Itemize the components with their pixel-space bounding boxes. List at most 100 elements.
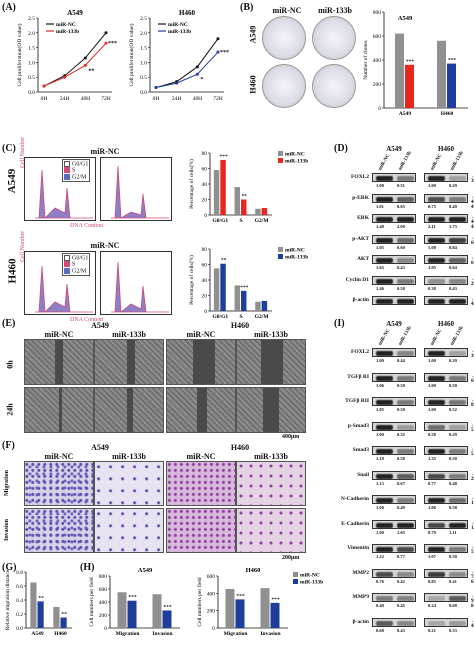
blot-kda-marker: ← 29kDa	[471, 471, 474, 482]
data-point	[63, 75, 67, 79]
legend-swatch	[64, 261, 70, 268]
panel-g-label: (G)	[2, 562, 17, 573]
blot-band	[428, 522, 445, 528]
y-tick-label: 800	[99, 574, 108, 580]
blot-ratio-value: 0.48	[449, 480, 457, 486]
blot-row-label: ERK	[357, 215, 369, 221]
transwell-col-3: miR-NC	[186, 452, 216, 461]
line-chart-a549: 0.0 0.5 1.0 1.5 2.0 2.5 Cell proliferation(OD …	[16, 9, 117, 102]
blot-ratio-value: 0.43	[397, 265, 405, 270]
blot-row-label: FOXL2	[350, 174, 369, 180]
blot-kda-marker: ← 52kDa	[471, 447, 474, 457]
blot-kda-marker: ← 38kDa	[471, 349, 474, 359]
x-tick-label: 48H	[81, 96, 91, 102]
series-line-nc	[43, 32, 107, 87]
blot-strip	[372, 255, 416, 264]
blot-strip	[372, 348, 416, 357]
blot-ratio-value: 0.50	[397, 382, 405, 388]
blot-ratio-value: 0.29	[449, 431, 457, 437]
significance-marker: ***	[220, 50, 229, 56]
series-line-mir133b	[155, 51, 219, 89]
blot-row-label: E-Cadherin	[341, 520, 369, 527]
blot-ratio-value: 0.43	[449, 285, 457, 291]
y-tick-label: 200	[373, 82, 382, 88]
blot-ratio-value: 1.00	[376, 183, 384, 188]
y-tick-label: 1.5	[140, 46, 147, 52]
blot-ratio-value: 1.00	[428, 358, 436, 363]
transwell-image-h460-nc-invasion	[166, 508, 236, 553]
blot-kda-marker: ← 45kDa	[471, 618, 474, 629]
bar-chart-cells-h460: 0 200 400 600 Cell numbers per field Migratio…	[196, 567, 323, 637]
blot-band	[397, 498, 414, 503]
bar-chart-migration-distance: 0.0 0.2 0.4 0.6 0.8 Relative migration distan…	[5, 569, 72, 637]
legend-label: miR-133b	[56, 29, 79, 35]
x-tick-label: H460	[54, 631, 67, 637]
significance-marker: ***	[236, 593, 245, 599]
blot-ratio-value: 0.45	[397, 603, 405, 608]
flow-title-h460-nc: miR-NC	[90, 241, 120, 250]
blot-band	[428, 237, 445, 243]
blot-kda-marker: ← 57kDa	[471, 545, 474, 555]
chart-title: A549	[67, 9, 83, 17]
blot-strip	[372, 397, 416, 406]
blot-strip	[424, 617, 468, 627]
legend-label-g2m: G2/M	[72, 268, 87, 275]
blot-ratio-value: 0.68	[449, 603, 457, 608]
wound-gap	[193, 340, 215, 384]
y-tick-label: 0.0	[28, 90, 35, 96]
blot-band	[428, 596, 445, 601]
wound-group-a549: A549	[91, 321, 109, 330]
bar	[234, 187, 240, 215]
blot-kda-marker: ← 120kDa	[471, 520, 474, 531]
blot-kda-marker: ← 72kDa 64kDa	[471, 569, 474, 585]
chart-title: H460	[246, 567, 261, 574]
transwell-row-migration: Migration	[4, 470, 10, 496]
colony-row-label-a549: A549	[248, 25, 258, 44]
flow-xlabel-a549: DNA Content	[70, 223, 104, 229]
blot-ratio-value: 1.00	[376, 358, 384, 363]
blot-strip	[424, 296, 468, 305]
data-point	[154, 86, 158, 90]
blot-band	[449, 176, 466, 181]
blot-ratio-value: 0.84	[449, 244, 457, 250]
blot-row-label: Snail	[357, 471, 369, 478]
panel-c-label: (C)	[2, 143, 16, 154]
blot-band	[428, 278, 445, 284]
bar	[405, 64, 414, 108]
blot-ratio-value: 0.67	[397, 480, 405, 486]
bar	[213, 268, 220, 311]
blot-kda-marker: ← 60kDa	[471, 256, 474, 266]
wound-row-0h: 0h	[5, 360, 15, 369]
panel-b-label: (B)	[240, 2, 254, 13]
blot-band	[397, 424, 414, 430]
x-tick-label: 72H	[101, 96, 111, 102]
colony-plate-h460-nc	[262, 64, 306, 108]
colony-col-label-133b: miR-133b	[318, 6, 352, 15]
data-point	[216, 50, 220, 54]
blot-ratio-value: 0.51	[397, 183, 405, 188]
blot-band	[376, 449, 393, 454]
blot-ratio-value: 0.49	[397, 505, 405, 510]
x-tick-label: A549	[31, 631, 43, 637]
y-axis-label: Percentage of cells(%)	[188, 255, 195, 305]
significance-marker: ***	[163, 604, 172, 610]
blot-strip	[424, 173, 468, 182]
bar	[152, 594, 162, 628]
blot-band	[449, 522, 466, 528]
wound-image-h460-nc-0h	[166, 339, 236, 385]
flow-ylabel-h460: Cell Number	[20, 230, 26, 262]
blot-ratio-value: 1.00	[428, 407, 436, 412]
blot-band	[449, 196, 466, 202]
y-tick-label: 0	[204, 309, 207, 315]
y-tick-label: 0.0	[140, 90, 147, 96]
x-tick-label: H460	[441, 111, 454, 117]
blot-strip	[424, 446, 468, 455]
blot-band	[449, 217, 466, 222]
significance-marker: **	[61, 612, 67, 618]
blot-row-label: p-AKT	[352, 235, 369, 242]
blot-band	[376, 424, 393, 430]
legend-label: miR-133b	[285, 159, 308, 165]
blot-ratio-value: 0.52	[449, 407, 457, 412]
panel-i-label: (I)	[334, 318, 345, 329]
blot-band	[376, 375, 393, 381]
